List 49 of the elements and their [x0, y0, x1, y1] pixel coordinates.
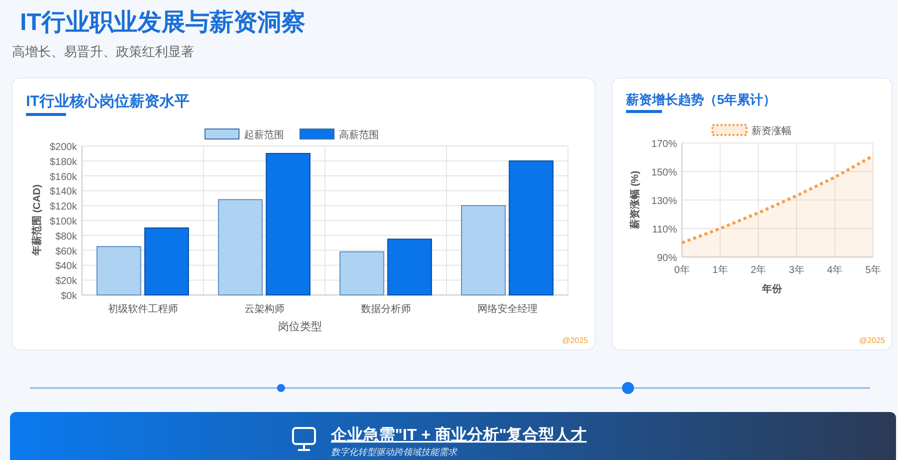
- text: @2025: [562, 336, 589, 345]
- y-tick-label: $40k: [55, 261, 78, 272]
- bar: [508, 160, 554, 296]
- y-tick-label: $20k: [55, 276, 78, 288]
- x-tick-label: 数据分析师: [360, 303, 411, 315]
- x-tick-label: 2年: [750, 264, 766, 276]
- y-tick-label: $160k: [50, 172, 78, 183]
- x-tick-label: 0年: [674, 264, 690, 276]
- bar: [461, 205, 506, 296]
- y-tick-label: $60k: [55, 246, 78, 258]
- bar: [218, 199, 263, 296]
- y-tick-label: 130%: [651, 196, 678, 207]
- x-axis-title: 岗位类型: [278, 320, 322, 333]
- legend-label: 薪资涨幅: [752, 125, 792, 137]
- x-tick-label: 1年: [712, 264, 728, 276]
- y-tick-label: 90%: [656, 253, 678, 264]
- y-tick-label: $200k: [50, 142, 78, 153]
- x-tick-label: 云架构师: [244, 303, 284, 315]
- y-tick-label: 170%: [651, 139, 678, 150]
- text: 企业急需"IT + 商业分析"复合型人才: [330, 426, 587, 444]
- y-tick-label: 110%: [652, 224, 678, 236]
- x-tick-label: 初级软件工程师: [108, 303, 178, 315]
- y-axis-title: 年薪范围 (CAD): [31, 184, 43, 257]
- y-tick-label: $80k: [55, 231, 78, 242]
- x-axis-title: 年份: [761, 283, 783, 295]
- chart-title: 薪资增长趋势（5年累计）: [625, 92, 776, 107]
- bar: [387, 238, 432, 296]
- bar: [144, 227, 189, 296]
- legend-label: 高薪范围: [339, 129, 379, 141]
- text: IT行业职业发展与薪资洞察: [20, 9, 306, 36]
- x-tick-label: 网络安全经理: [477, 303, 538, 315]
- text: 高增长、易晋升、政策红利显著: [12, 44, 194, 59]
- y-tick-label: 150%: [651, 168, 678, 178]
- bar: [96, 246, 142, 296]
- y-tick-label: $180k: [50, 156, 78, 168]
- y-tick-label: $120k: [50, 202, 78, 213]
- chart-title: IT行业核心岗位薪资水平: [26, 92, 190, 110]
- bar: [340, 251, 384, 296]
- y-axis-title: 薪资涨幅 (%): [629, 170, 641, 230]
- y-tick-label: $140k: [50, 186, 78, 198]
- text: @2025: [859, 336, 886, 345]
- y-tick-label: $0k: [60, 291, 78, 302]
- y-tick-label: $100k: [50, 216, 78, 228]
- x-tick-label: 4年: [827, 264, 843, 276]
- x-tick-label: 3年: [788, 264, 804, 276]
- x-tick-label: 5年: [865, 264, 881, 276]
- legend-label: 起薪范围: [244, 129, 284, 141]
- bar: [266, 152, 310, 296]
- text: 数字化转型驱动跨领域技能需求: [331, 447, 458, 457]
